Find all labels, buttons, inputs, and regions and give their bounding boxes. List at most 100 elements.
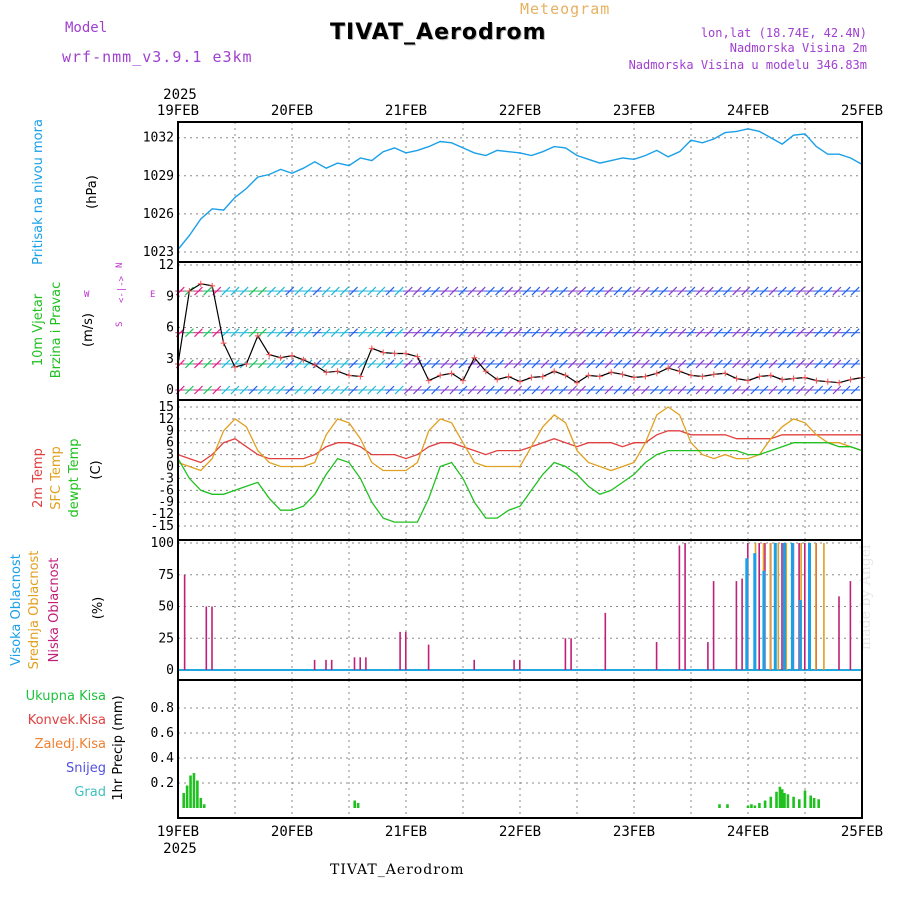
precip-bar xyxy=(196,780,199,808)
cloud-bar xyxy=(684,543,686,670)
cloud-bar xyxy=(707,642,709,670)
wind-gust-marker xyxy=(517,378,523,385)
wind-gust-marker xyxy=(824,378,831,385)
x-tick-label-top: 20FEB xyxy=(271,103,313,119)
model-elevation: Nadmorska Visina u modelu 346.83m xyxy=(628,58,867,72)
wind-gust-marker xyxy=(665,365,672,372)
wind-gust-marker xyxy=(266,351,273,358)
wind-gust-marker xyxy=(460,377,466,384)
wind-gust-marker xyxy=(357,373,364,380)
wind-gust-marker xyxy=(710,371,717,378)
cloud-bar xyxy=(405,631,407,670)
y-tick-label: 0.8 xyxy=(151,701,174,716)
cloud-bar xyxy=(798,600,802,670)
precip-bar xyxy=(775,791,778,808)
precip-bar xyxy=(750,804,753,808)
y-tick-label: 0.2 xyxy=(151,776,174,791)
cloud-bar xyxy=(790,543,794,670)
wind-gust-marker xyxy=(254,332,261,339)
cloud-bar xyxy=(353,657,356,670)
y-tick-label: 6 xyxy=(166,436,174,451)
y-tick-label: 1032 xyxy=(143,131,174,146)
panel-frame-pressure xyxy=(177,121,863,263)
wind-gust-marker xyxy=(779,376,786,383)
cloud-bar xyxy=(183,574,186,670)
precip-bar xyxy=(812,798,816,808)
y-tick-label: 75 xyxy=(158,568,174,583)
y-tick-label: 0 xyxy=(166,663,174,678)
wind-gust-marker xyxy=(220,340,227,347)
cloud-axis-title-high: Visoka Oblacnost xyxy=(9,554,24,666)
cloud-bar xyxy=(823,543,825,670)
wind-gust-marker xyxy=(539,373,546,380)
cloud-bar xyxy=(849,581,852,670)
precip-bar xyxy=(798,799,801,808)
precip-bar xyxy=(718,804,721,808)
precip-bar xyxy=(769,796,773,808)
precip-bar xyxy=(356,803,360,808)
x-tick-label-top: 25FEB xyxy=(841,103,883,119)
wind-gust-marker xyxy=(767,372,774,379)
precip-bar xyxy=(786,794,790,808)
cloud-bar xyxy=(762,570,766,670)
wind-gust-marker xyxy=(186,288,193,295)
wind-gust-marker xyxy=(300,356,307,363)
cloud-bar xyxy=(313,659,316,670)
wind-gust-marker xyxy=(471,354,478,361)
x-tick-label-top: 22FEB xyxy=(499,103,541,119)
cloud-bar xyxy=(564,638,567,670)
precip-bar xyxy=(809,795,812,808)
wind-gust-marker xyxy=(368,345,375,352)
pressure-axis-title: Pritisak na nivou mora xyxy=(31,119,46,265)
wind-gust-marker xyxy=(676,368,683,375)
wind-gust-marker xyxy=(562,372,569,379)
cloud-bar xyxy=(804,543,806,670)
wind-gust-marker xyxy=(596,373,603,380)
cloud-bar xyxy=(781,543,783,670)
cloud-bar xyxy=(473,659,475,670)
wind-gust-marker xyxy=(699,373,706,380)
cloud-bar xyxy=(808,543,811,670)
y-tick-label: 12 xyxy=(158,412,174,427)
x-tick-label-bottom: 24FEB xyxy=(727,824,769,840)
chart-subtitle: Meteogram xyxy=(520,0,611,18)
wind-gust-marker xyxy=(289,352,295,359)
wind-gust-marker xyxy=(243,360,250,367)
model-label: Model xyxy=(65,20,108,36)
wind-gust-marker xyxy=(574,379,580,386)
x-tick-label-top: 23FEB xyxy=(613,103,655,119)
wind-gust-marker xyxy=(346,372,352,379)
wind-axis-title-2: Brzina i Pravac xyxy=(49,282,64,379)
precip-bar xyxy=(185,785,189,808)
x-tick-label-top: 19FEB xyxy=(157,103,199,119)
x-tick-label-bottom: 22FEB xyxy=(499,824,541,840)
cloud-bar xyxy=(359,657,361,670)
precip-unit-label: 1hr Precip (mm) xyxy=(111,695,126,800)
precip-bar xyxy=(202,804,206,808)
cloud-bar xyxy=(712,581,715,670)
precip-bar xyxy=(189,775,192,808)
chart-title: TIVAT_Aerodrom xyxy=(330,20,547,45)
wind-gust-marker xyxy=(528,374,535,381)
precip-legend-item: Konvek.Kisa xyxy=(28,713,106,728)
cloud-bar xyxy=(427,644,430,670)
cloud-bar xyxy=(399,631,401,670)
temp-axis-title-dew: dewpt Temp xyxy=(67,438,82,517)
wind-gust-marker xyxy=(790,375,797,382)
wind-gust-marker xyxy=(608,369,615,376)
cloud-bar xyxy=(758,543,760,670)
cloud-bar xyxy=(678,545,681,670)
wind-gust-marker xyxy=(403,350,409,357)
x-tick-label-bottom: 21FEB xyxy=(385,824,427,840)
y-tick-label: 6 xyxy=(166,321,174,336)
y-tick-label: 3 xyxy=(166,352,174,367)
y-tick-label: 9 xyxy=(166,289,174,304)
y-tick-label: 15 xyxy=(158,400,174,415)
wind-unit-label: (m/s) xyxy=(81,313,96,347)
cloud-bar xyxy=(769,543,772,670)
cloud-bar xyxy=(838,596,840,670)
wind-gust-marker xyxy=(619,371,626,378)
temp-line-3 xyxy=(177,442,863,523)
cloud-bar xyxy=(211,606,213,670)
cloud-bar xyxy=(325,659,327,670)
